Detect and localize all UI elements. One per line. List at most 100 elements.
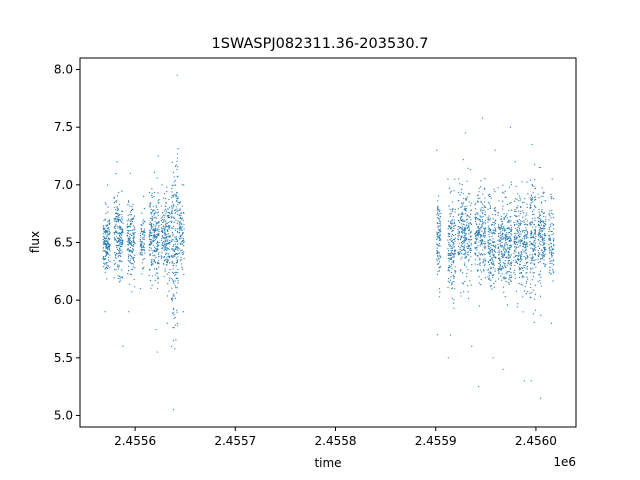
data-point	[162, 240, 165, 243]
data-point	[144, 231, 146, 233]
data-point	[155, 237, 157, 239]
data-point	[126, 232, 129, 234]
data-point	[173, 314, 175, 316]
data-point	[552, 259, 555, 261]
data-point	[463, 242, 465, 244]
data-point	[175, 273, 177, 275]
data-point	[494, 210, 496, 212]
data-point	[501, 226, 503, 228]
data-point	[482, 222, 484, 224]
data-point	[114, 256, 117, 258]
data-point	[453, 307, 455, 309]
data-point	[515, 233, 517, 235]
data-point	[163, 192, 166, 195]
data-point	[141, 252, 143, 254]
data-point	[115, 209, 117, 211]
data-point	[437, 236, 439, 238]
data-point	[113, 277, 115, 279]
data-point	[130, 214, 132, 216]
data-point	[104, 268, 106, 270]
data-point	[108, 248, 111, 250]
data-point	[465, 226, 467, 228]
data-point	[117, 264, 119, 266]
data-point	[131, 229, 134, 231]
data-point	[451, 235, 453, 237]
data-point	[157, 242, 159, 244]
data-point	[467, 268, 469, 271]
data-point	[530, 247, 532, 249]
data-point	[451, 253, 453, 255]
data-point	[132, 257, 134, 259]
data-point	[525, 218, 527, 220]
data-point	[157, 155, 159, 157]
data-point	[469, 169, 471, 171]
data-point	[475, 234, 477, 236]
data-point	[165, 234, 167, 236]
data-point	[454, 270, 456, 272]
data-point	[479, 229, 481, 231]
data-point	[468, 238, 470, 240]
data-point	[118, 239, 120, 241]
data-point	[531, 199, 533, 201]
data-point	[107, 247, 109, 249]
data-point	[530, 206, 532, 209]
data-point	[176, 252, 178, 255]
data-point	[151, 234, 153, 236]
data-point	[165, 203, 167, 205]
data-point	[490, 272, 492, 274]
data-point	[129, 239, 131, 241]
data-point	[542, 195, 544, 197]
data-point	[448, 241, 450, 244]
data-point	[484, 211, 486, 213]
data-point	[514, 198, 517, 200]
data-point	[457, 245, 460, 248]
data-point	[507, 220, 510, 222]
data-point	[530, 257, 532, 259]
data-point	[151, 232, 153, 234]
data-point	[530, 199, 533, 202]
data-point	[542, 239, 544, 241]
data-point	[504, 266, 506, 268]
data-point	[181, 205, 183, 207]
data-point	[466, 196, 468, 198]
data-point	[470, 223, 473, 226]
data-point	[524, 249, 527, 252]
data-point	[150, 213, 153, 215]
data-point	[103, 255, 105, 258]
data-point	[500, 231, 502, 233]
data-point	[167, 233, 169, 235]
data-point	[480, 180, 482, 182]
data-point	[118, 203, 121, 206]
data-point	[535, 249, 537, 251]
data-point	[483, 234, 485, 237]
data-point	[461, 249, 463, 251]
data-point	[104, 240, 106, 242]
data-point	[139, 254, 141, 256]
data-point	[105, 203, 107, 205]
data-point	[533, 262, 535, 264]
data-point	[485, 214, 487, 216]
data-point	[161, 230, 164, 232]
data-point	[177, 153, 179, 155]
data-point	[532, 313, 535, 315]
data-point	[151, 188, 153, 190]
data-point	[127, 244, 130, 246]
data-point	[108, 259, 110, 261]
data-point	[459, 234, 461, 236]
data-point	[497, 235, 500, 237]
data-point	[530, 283, 532, 285]
data-point	[540, 224, 543, 226]
data-point	[513, 240, 515, 243]
data-point	[173, 194, 175, 196]
y-axis-ticks: 5.05.56.06.57.07.58.0	[54, 63, 80, 422]
data-point	[484, 228, 487, 230]
data-point	[504, 233, 506, 235]
data-point	[515, 185, 517, 187]
data-point	[466, 243, 468, 245]
data-point	[550, 249, 552, 251]
data-point	[526, 181, 528, 183]
data-point	[439, 221, 441, 223]
data-point	[544, 248, 546, 250]
data-point	[453, 276, 456, 278]
data-point	[464, 132, 466, 134]
